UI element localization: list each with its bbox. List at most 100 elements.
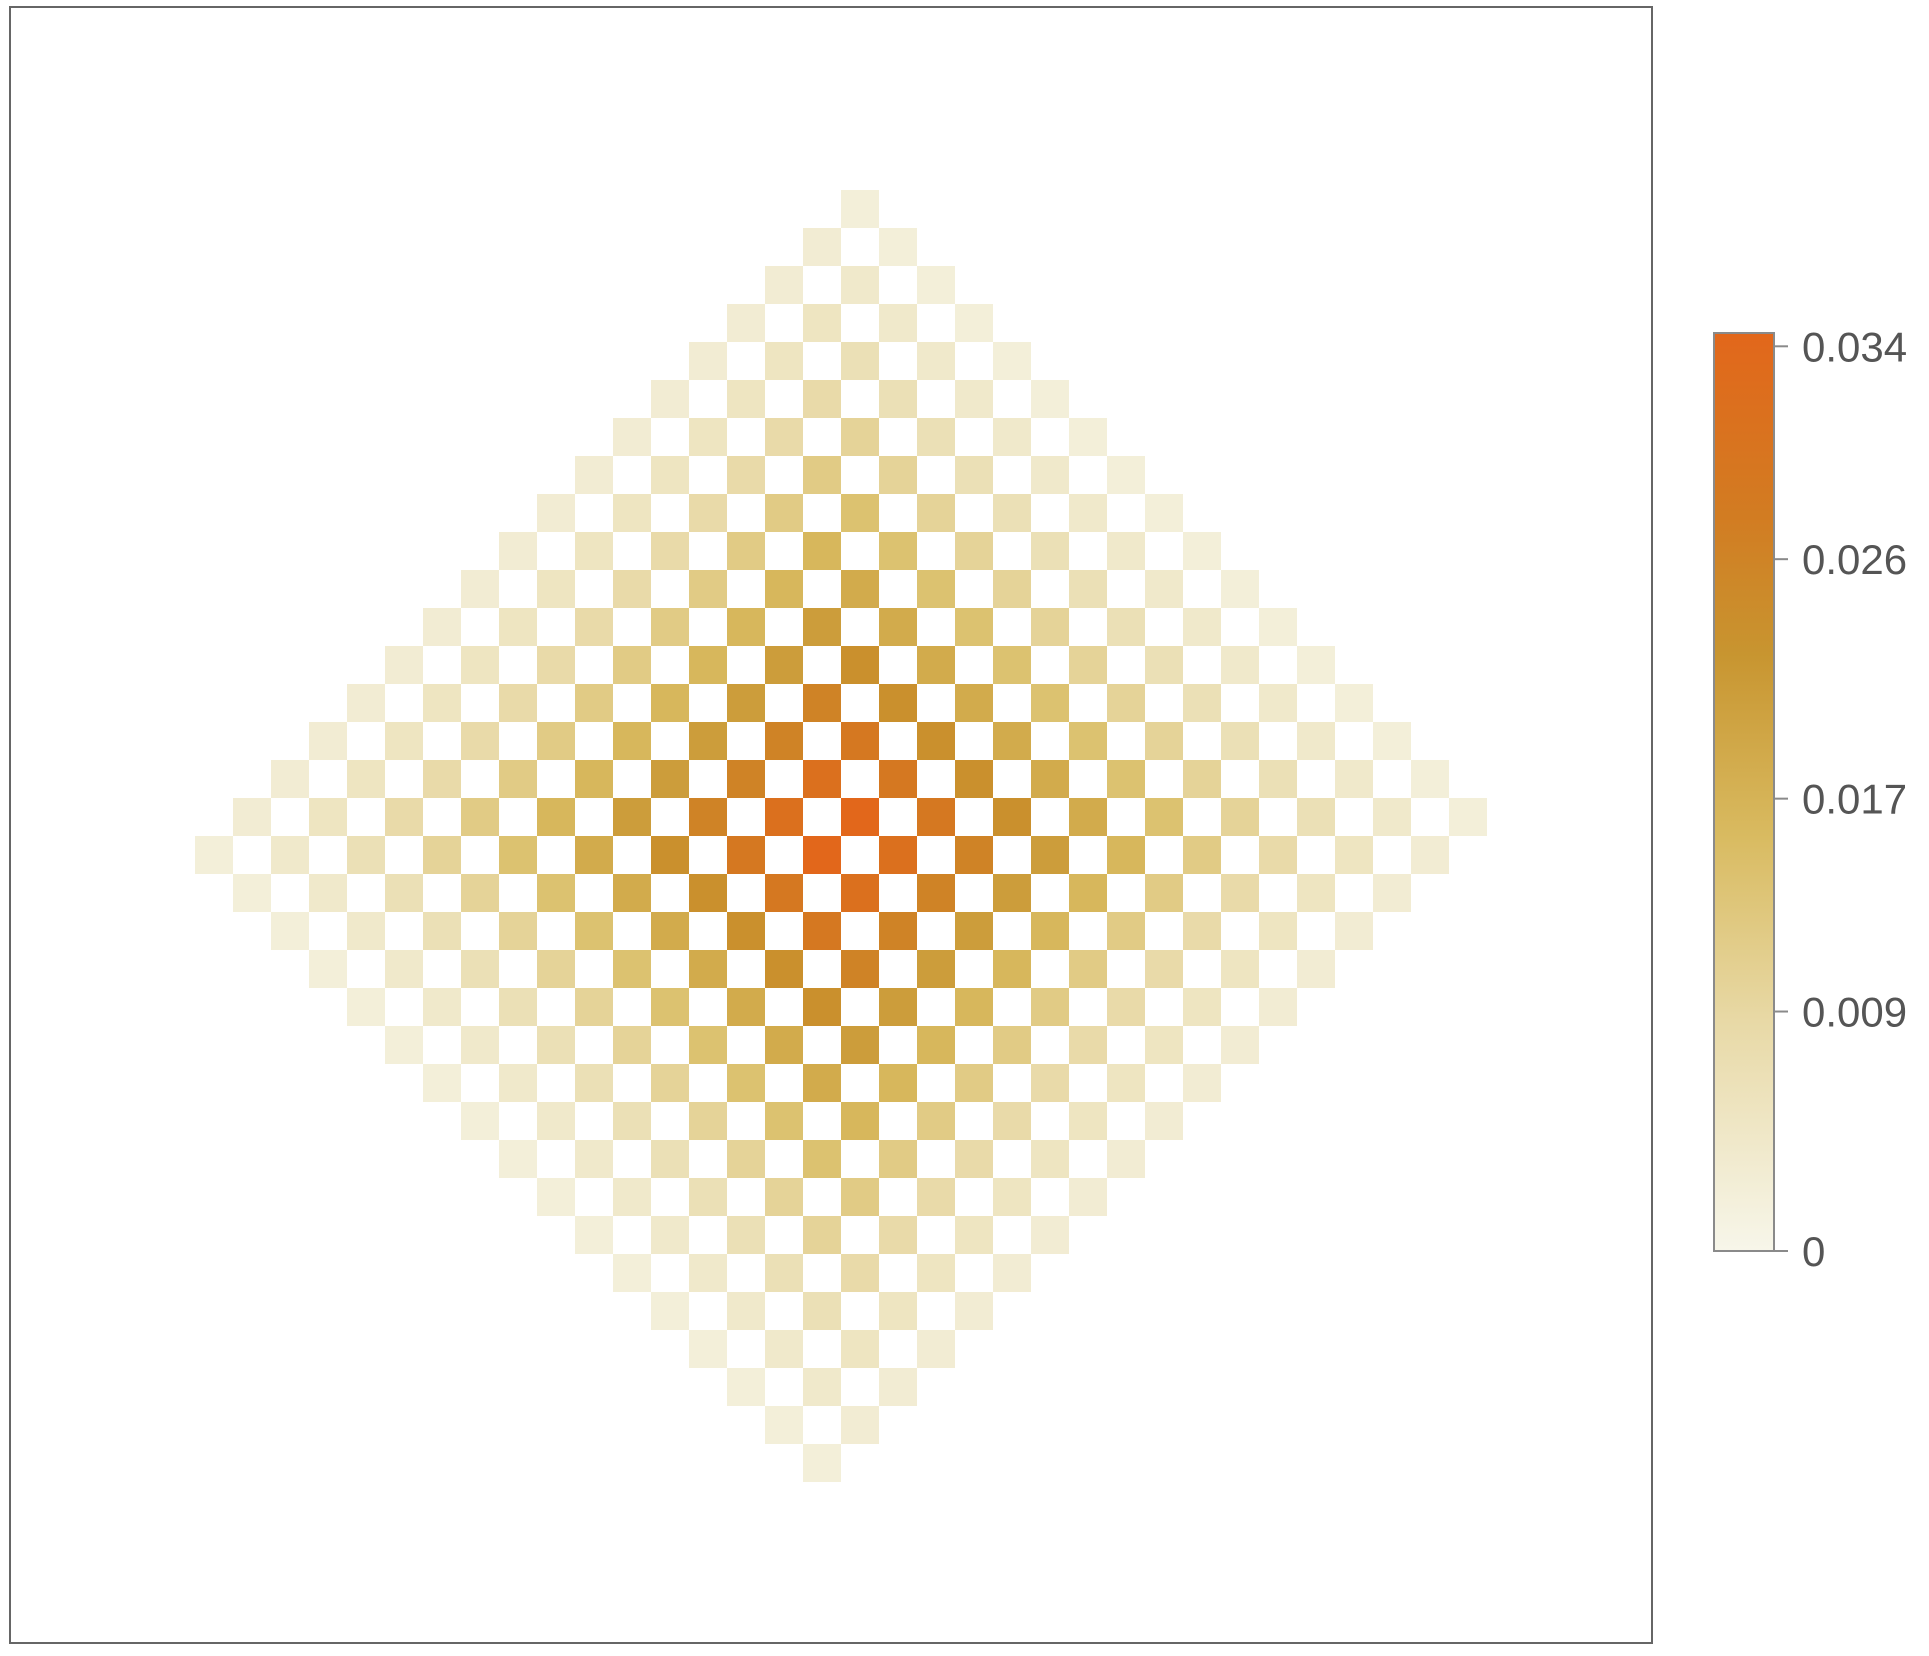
heatmap-cell bbox=[689, 950, 727, 988]
heatmap-cell bbox=[1069, 1026, 1107, 1064]
heatmap-cell bbox=[499, 912, 537, 950]
heatmap-cell bbox=[537, 1102, 575, 1140]
heatmap-cell bbox=[841, 494, 879, 532]
heatmap-cell bbox=[613, 1102, 651, 1140]
heatmap-cell bbox=[233, 874, 271, 912]
heatmap-cell bbox=[955, 608, 993, 646]
heatmap-cell bbox=[765, 494, 803, 532]
heatmap-cell bbox=[803, 760, 841, 798]
heatmap-cell bbox=[537, 1026, 575, 1064]
heatmap-cell bbox=[1335, 760, 1373, 798]
heatmap-cell bbox=[727, 380, 765, 418]
heatmap-cell bbox=[651, 912, 689, 950]
heatmap-cell bbox=[651, 1140, 689, 1178]
heatmap-cell bbox=[1069, 494, 1107, 532]
heatmap-cell bbox=[727, 1368, 765, 1406]
heatmap-cell bbox=[385, 1026, 423, 1064]
heatmap-cell bbox=[955, 1216, 993, 1254]
heatmap-cell bbox=[575, 912, 613, 950]
heatmap-cell bbox=[1183, 912, 1221, 950]
heatmap-cell bbox=[917, 1102, 955, 1140]
heatmap-cell bbox=[689, 1026, 727, 1064]
heatmap-cell bbox=[727, 532, 765, 570]
heatmap-cell bbox=[537, 798, 575, 836]
heatmap-cell bbox=[613, 950, 651, 988]
heatmap-cell bbox=[765, 570, 803, 608]
heatmap-cell bbox=[575, 684, 613, 722]
heatmap-cell bbox=[689, 1178, 727, 1216]
heatmap-cell bbox=[1221, 1026, 1259, 1064]
heatmap-cell bbox=[423, 988, 461, 1026]
heatmap-cell bbox=[765, 1102, 803, 1140]
heatmap-cell bbox=[727, 760, 765, 798]
heatmap-cell bbox=[461, 1102, 499, 1140]
heatmap-cell bbox=[955, 836, 993, 874]
heatmap-cell bbox=[879, 456, 917, 494]
heatmap-cell bbox=[879, 380, 917, 418]
heatmap-cell bbox=[993, 1254, 1031, 1292]
colorbar-gradient bbox=[1713, 332, 1775, 1252]
heatmap-cell bbox=[1031, 988, 1069, 1026]
heatmap-cell bbox=[803, 988, 841, 1026]
heatmap-cell bbox=[1221, 950, 1259, 988]
heatmap-cell bbox=[955, 912, 993, 950]
heatmap-cell bbox=[385, 950, 423, 988]
heatmap-cell bbox=[879, 988, 917, 1026]
heatmap-cell bbox=[537, 494, 575, 532]
heatmap-cell bbox=[1183, 1064, 1221, 1102]
heatmap-cell bbox=[1107, 456, 1145, 494]
heatmap-cell bbox=[841, 1406, 879, 1444]
heatmap-cell bbox=[1411, 760, 1449, 798]
heatmap-cell bbox=[841, 1102, 879, 1140]
heatmap-cell bbox=[499, 684, 537, 722]
heatmap-cell bbox=[461, 722, 499, 760]
heatmap-cell bbox=[1107, 532, 1145, 570]
heatmap-cell bbox=[803, 532, 841, 570]
heatmap-cell bbox=[803, 836, 841, 874]
heatmap-cell bbox=[841, 1026, 879, 1064]
heatmap-cell bbox=[955, 456, 993, 494]
heatmap-cell bbox=[1145, 494, 1183, 532]
heatmap-cell bbox=[1031, 532, 1069, 570]
heatmap-cell bbox=[1411, 836, 1449, 874]
heatmap-cell bbox=[689, 494, 727, 532]
heatmap-cell bbox=[689, 342, 727, 380]
heatmap-cell bbox=[1259, 988, 1297, 1026]
heatmap-cell bbox=[195, 836, 233, 874]
heatmap-cell bbox=[917, 1254, 955, 1292]
heatmap-cell bbox=[803, 456, 841, 494]
heatmap-cell bbox=[841, 798, 879, 836]
heatmap-cell bbox=[841, 950, 879, 988]
heatmap-cell bbox=[1221, 646, 1259, 684]
heatmap-cell bbox=[1107, 836, 1145, 874]
heatmap-cell bbox=[993, 342, 1031, 380]
heatmap-cell bbox=[423, 684, 461, 722]
heatmap-cell bbox=[1069, 722, 1107, 760]
heatmap-cell bbox=[423, 608, 461, 646]
heatmap-cell bbox=[765, 1330, 803, 1368]
heatmap-cell bbox=[955, 988, 993, 1026]
heatmap-cell bbox=[727, 456, 765, 494]
heatmap-cell bbox=[1069, 950, 1107, 988]
heatmap-cell bbox=[651, 836, 689, 874]
heatmap-cell bbox=[841, 570, 879, 608]
heatmap-cell bbox=[1259, 912, 1297, 950]
heatmap-cell bbox=[803, 1216, 841, 1254]
heatmap-cell bbox=[613, 798, 651, 836]
heatmap-cell bbox=[841, 646, 879, 684]
heatmap-cell bbox=[309, 798, 347, 836]
heatmap-cell bbox=[1335, 684, 1373, 722]
heatmap-cell bbox=[575, 760, 613, 798]
heatmap-cell bbox=[727, 836, 765, 874]
heatmap-cell bbox=[461, 950, 499, 988]
heatmap-cell bbox=[879, 1216, 917, 1254]
heatmap-cell bbox=[385, 874, 423, 912]
heatmap-cell bbox=[841, 266, 879, 304]
heatmap-cell bbox=[765, 874, 803, 912]
heatmap-cell bbox=[803, 684, 841, 722]
heatmap-cell bbox=[803, 1368, 841, 1406]
heatmap-cell bbox=[1297, 950, 1335, 988]
heatmap-cell bbox=[537, 646, 575, 684]
heatmap-cell bbox=[955, 760, 993, 798]
heatmap-cell bbox=[689, 646, 727, 684]
